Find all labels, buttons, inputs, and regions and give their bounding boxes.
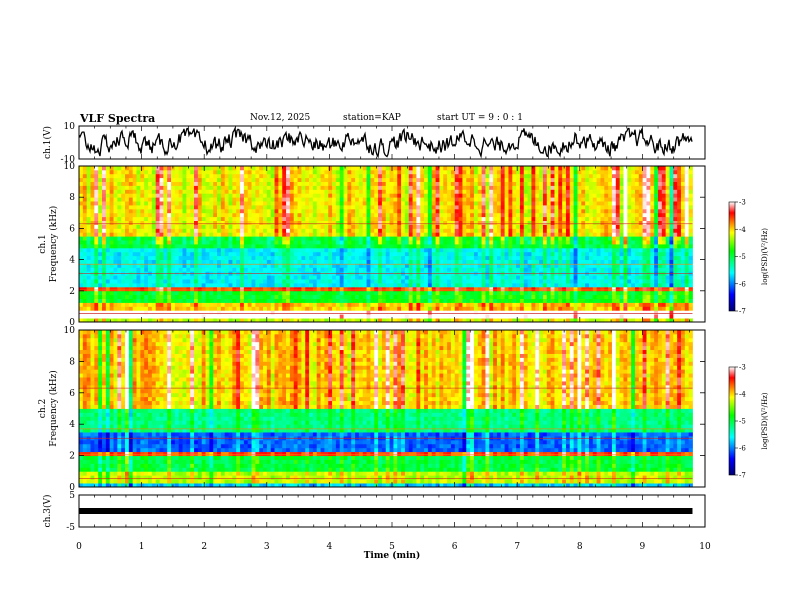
ch2-spectrogram-tick-label: 2 — [69, 452, 75, 462]
ch2-spectrogram-tick-label: 0 — [69, 483, 75, 493]
ch1-spectrogram-tick-label: 8 — [69, 193, 75, 203]
x-tick-label: 4 — [327, 542, 333, 552]
spectrogram-ch2 — [79, 330, 693, 488]
ch1-spectrogram-tick-label: 10 — [64, 162, 76, 172]
x-tick-label: 3 — [264, 542, 270, 552]
x-tick-label: 0 — [76, 542, 82, 552]
colorbar-label: log(PSD)(V²/Hz) — [761, 392, 769, 449]
ch1-spectrogram-ylabel-line1: ch.1 — [38, 234, 48, 253]
ch2-spectrogram-tick-label: 10 — [64, 326, 76, 336]
ch2-spectrogram-ylabel-line1: ch.2 — [38, 399, 48, 418]
colorbar-ch1 — [728, 201, 736, 312]
x-tick-label: 8 — [577, 542, 583, 552]
x-tick-label: 6 — [452, 542, 458, 552]
date-label: Nov.12, 2025 — [250, 113, 311, 123]
ch1-spectrogram-tick-label: 6 — [69, 224, 75, 234]
chart-title: VLF Spectra — [80, 112, 156, 125]
ch3-waveform-tick-label: -5 — [66, 523, 75, 533]
ch1-spectrogram-ylabel-line2: Frequency (kHz) — [48, 206, 59, 283]
ch1-waveform-tick-label: 10 — [64, 122, 76, 132]
spectrogram-layer — [78, 126, 693, 514]
colorbar-tick-label: -3 — [739, 364, 746, 372]
colorbar-tick-label: -7 — [739, 472, 746, 480]
x-tick-label: 9 — [640, 542, 646, 552]
ch1-spectrogram-tick-label: 4 — [69, 256, 75, 266]
ch1-waveform-trace — [78, 126, 693, 159]
station-label: station=KAP — [343, 113, 401, 123]
x-tick-label: 5 — [389, 542, 395, 552]
colorbar-tick-label: -6 — [739, 280, 746, 288]
colorbar-tick-label: -5 — [739, 253, 746, 261]
ch1-spectrogram-tick-label: 0 — [69, 318, 75, 328]
colorbar-ch2 — [728, 366, 736, 476]
ch2-spectrogram-ylabel-line2: Frequency (kHz) — [48, 370, 59, 447]
colorbar-label: log(PSD)(V²/Hz) — [761, 228, 769, 285]
colorbar-tick-label: -4 — [739, 391, 746, 399]
colorbar-tick-label: -6 — [739, 445, 746, 453]
x-tick-label: 2 — [201, 542, 207, 552]
spectrogram-ch1 — [79, 166, 693, 323]
x-axis-title: Time (min) — [364, 550, 421, 561]
start-ut-label: start UT = 9 : 0 : 1 — [437, 113, 523, 123]
ch3-waveform-ylabel: ch.3(V) — [42, 495, 53, 528]
colorbar-tick-label: -4 — [739, 226, 746, 234]
colorbar-tick-label: -7 — [739, 308, 746, 316]
ch1-spectrogram-tick-label: 2 — [69, 287, 75, 297]
ch2-spectrogram-tick-label: 8 — [69, 357, 75, 367]
colorbar-tick-label: -5 — [739, 418, 746, 426]
axes-layer — [78, 125, 738, 528]
ch3-waveform-trace — [79, 508, 693, 514]
ch1-waveform-tick-label: -10 — [61, 155, 76, 165]
x-tick-label: 1 — [139, 542, 145, 552]
ch1-waveform-ylabel: ch.1(V) — [42, 126, 53, 159]
x-tick-label: 10 — [699, 542, 711, 552]
ch2-spectrogram-tick-label: 4 — [69, 420, 75, 430]
x-tick-label: 7 — [514, 542, 520, 552]
colorbar-tick-label: -3 — [739, 199, 746, 207]
ch3-waveform-tick-label: 5 — [69, 491, 75, 501]
ch2-spectrogram-tick-label: 6 — [69, 389, 75, 399]
